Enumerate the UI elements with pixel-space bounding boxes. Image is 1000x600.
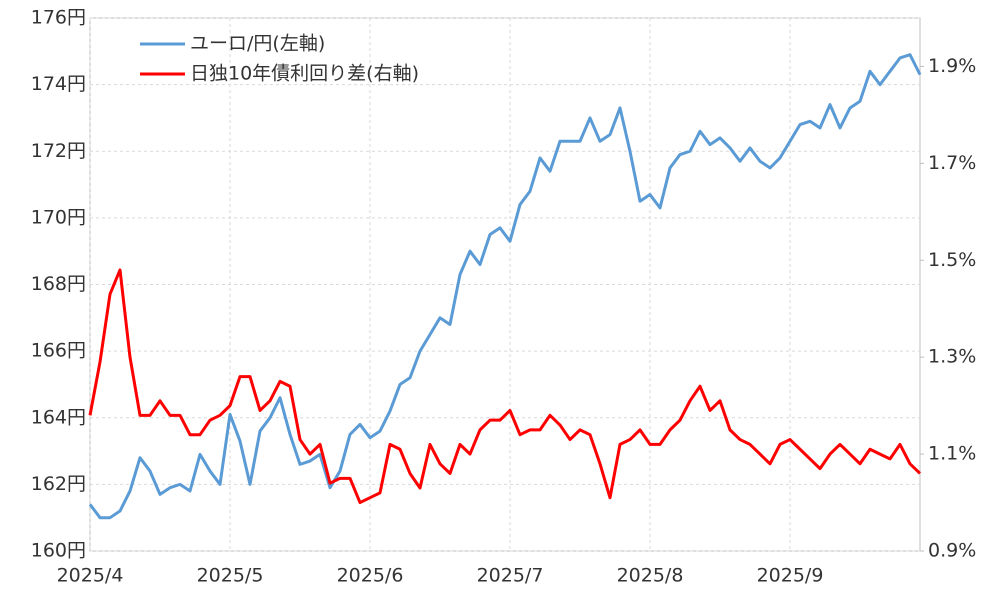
x-tick-label: 2025/9 [757, 565, 824, 587]
legend-label: 日独10年債利回り差(右軸) [190, 63, 419, 85]
y-tick-label: 166円 [31, 340, 86, 362]
x-tick-label: 2025/5 [197, 565, 264, 587]
y2-tick-label: 1.5% [928, 249, 976, 271]
y-tick-label: 160円 [31, 540, 86, 562]
y-tick-label: 168円 [31, 273, 86, 295]
y-tick-label: 170円 [31, 206, 86, 228]
series-line [88, 53, 922, 520]
series-line [88, 268, 922, 505]
y2-tick-label: 1.7% [928, 152, 976, 174]
y2-tick-label: 1.1% [928, 443, 976, 465]
y-tick-label: 172円 [31, 140, 86, 162]
y-tick-label: 164円 [31, 406, 86, 428]
y2-tick-label: 1.9% [928, 55, 976, 77]
legend-label: ユーロ/円(左軸) [190, 33, 325, 55]
y2-tick-label: 0.9% [928, 540, 976, 562]
x-tick-label: 2025/8 [617, 565, 684, 587]
x-tick-label: 2025/4 [57, 565, 124, 587]
y-tick-label: 162円 [31, 473, 86, 495]
y-tick-label: 176円 [31, 7, 86, 29]
y-tick-label: 174円 [31, 73, 86, 95]
x-tick-label: 2025/7 [477, 565, 544, 587]
x-tick-label: 2025/6 [337, 565, 404, 587]
y2-tick-label: 1.3% [928, 346, 976, 368]
